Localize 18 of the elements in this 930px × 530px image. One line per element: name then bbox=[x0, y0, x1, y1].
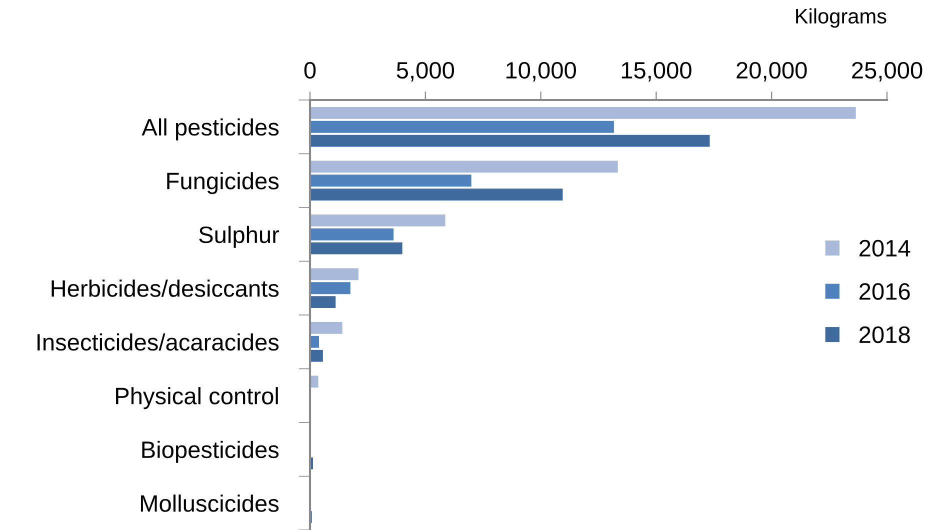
y-tick-label: Herbicides/desiccants bbox=[52, 280, 279, 297]
legend-label: 2014 bbox=[860, 240, 910, 257]
y-tick-label: Biopesticides bbox=[142, 440, 279, 463]
y-tick-label: All pesticides bbox=[142, 118, 279, 140]
x-tick-label: 25,000 bbox=[852, 62, 922, 82]
legend-label: 2018 bbox=[860, 326, 910, 344]
y-tick-label: Sulphur bbox=[199, 226, 280, 248]
x-tick-label: 20,000 bbox=[736, 62, 807, 82]
y-tick-label: Fungicides bbox=[167, 172, 279, 194]
y-tick-label: Physical control bbox=[116, 387, 278, 410]
y-tick-label: Molluscicides bbox=[140, 494, 279, 512]
legend-label: 2016 bbox=[860, 283, 910, 300]
x-tick-label: 5,000 bbox=[396, 62, 454, 82]
x-tick-label: 10,000 bbox=[506, 62, 576, 82]
x-tick-label: 0 bbox=[304, 62, 316, 79]
y-tick-label: Insecticides/acaracides bbox=[38, 333, 279, 351]
x-tick-label: 15,000 bbox=[622, 62, 692, 82]
x-axis-title: Kilograms bbox=[796, 8, 886, 28]
